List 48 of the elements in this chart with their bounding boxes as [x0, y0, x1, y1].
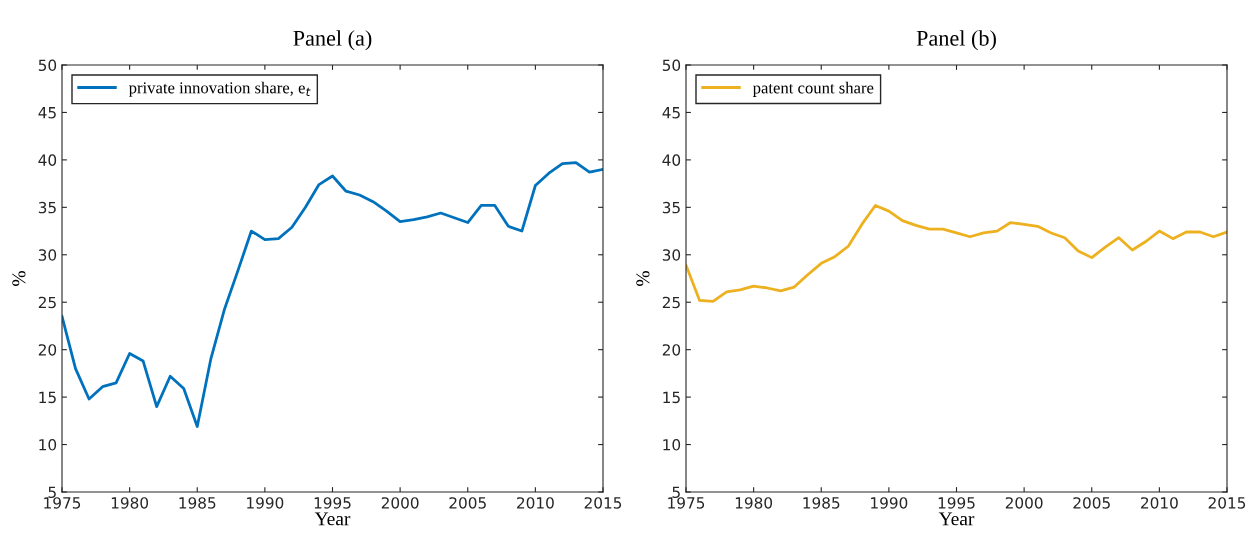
y-tick-label: 45	[662, 107, 680, 119]
y-tick-label: 35	[662, 201, 680, 214]
y-tick-label: 25	[38, 296, 56, 309]
x-tick-label: 2000	[1005, 497, 1043, 509]
y-tick-label: 5	[48, 486, 56, 499]
y-tick-label: 25	[662, 296, 680, 309]
y-tick-label: 20	[38, 344, 57, 356]
x-tick-label: 1995	[938, 497, 975, 509]
chart-title: Panel (a)	[293, 30, 372, 51]
x-tick-label: 2010	[517, 497, 554, 509]
x-tick-label: 1980	[111, 497, 149, 509]
y-axis-title: %	[12, 271, 26, 286]
x-tick-label: 2000	[381, 497, 419, 509]
y-tick-label: 30	[38, 249, 57, 261]
y-tick-label: 50	[38, 59, 57, 72]
x-tick-label: 1975	[44, 497, 81, 509]
y-tick-label: 40	[662, 154, 681, 166]
y-tick-label: 30	[662, 249, 681, 261]
x-axis-title: Year	[938, 512, 975, 526]
x-tick-label: 1985	[179, 497, 216, 509]
y-tick-label: 40	[38, 154, 57, 166]
x-tick-label: 1985	[803, 497, 840, 509]
y-tick-label: 5	[672, 486, 680, 499]
legend-label: private innovation share, e$_{t}$	[128, 81, 311, 97]
y-tick-label: 15	[39, 391, 56, 404]
x-axis-title: Year	[314, 512, 351, 526]
x-tick-label: 2015	[584, 497, 622, 509]
x-tick-label: 1990	[247, 497, 284, 509]
x-tick-label: 1975	[668, 497, 705, 509]
x-tick-label: 2015	[1208, 497, 1246, 509]
x-tick-label: 1995	[314, 497, 351, 509]
y-tick-label: 10	[663, 439, 681, 451]
x-tick-label: 2005	[1073, 497, 1110, 509]
y-tick-label: 20	[662, 344, 681, 356]
legend-label: patent count share	[752, 81, 874, 97]
x-tick-label: 2010	[1141, 497, 1178, 509]
x-tick-label: 1990	[871, 497, 908, 509]
x-tick-label: 1980	[735, 497, 773, 509]
y-tick-label: 45	[38, 107, 56, 119]
line-series	[686, 204, 1227, 303]
chart-title: Panel (b)	[916, 30, 996, 51]
x-tick-label: 2005	[449, 497, 486, 509]
y-tick-label: 15	[663, 391, 680, 404]
y-tick-label: 35	[38, 201, 56, 214]
y-axis-title: %	[636, 271, 650, 286]
y-tick-label: 10	[39, 439, 57, 451]
line-series	[62, 161, 603, 428]
y-tick-label: 50	[662, 59, 681, 72]
